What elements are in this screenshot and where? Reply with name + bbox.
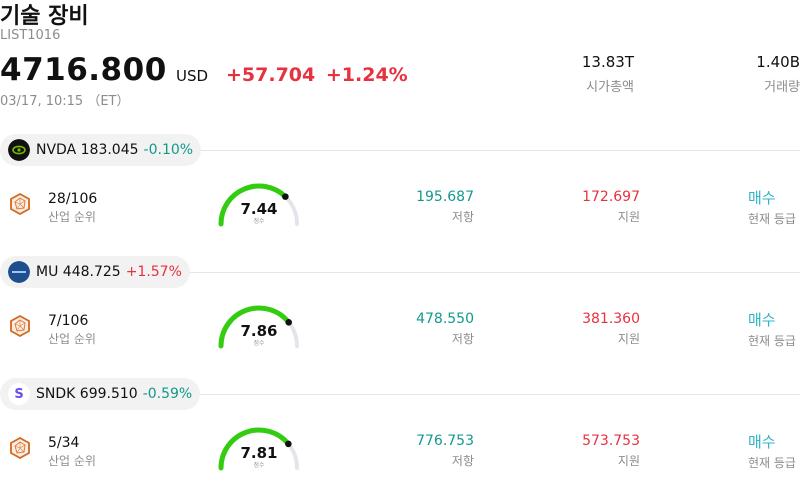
score-gauge bbox=[218, 427, 299, 471]
support-label: 지원 bbox=[617, 332, 640, 346]
change-absolute: +57.704 bbox=[226, 64, 316, 86]
stock-chip-mu[interactable]: MU 448.725 +1.57% bbox=[0, 256, 190, 288]
page-title: 기술 장비 bbox=[0, 4, 89, 29]
industry-rank-label: 산업 순위 bbox=[48, 454, 96, 468]
stock-change: -0.10% bbox=[143, 142, 194, 158]
support-label: 지원 bbox=[617, 210, 640, 224]
stock-section-nvda[interactable]: NVDA 183.045 -0.10% 28/106 산업 순위 7.44 점수… bbox=[0, 0, 800, 227]
index-change: +57.704 +1.24% bbox=[226, 64, 412, 86]
gauge-fill bbox=[218, 305, 292, 349]
stock-section-sndk[interactable]: S SNDK 699.510 -0.59% 5/34 산업 순위 7.81 점수… bbox=[0, 244, 800, 471]
change-percent: +1.24% bbox=[325, 64, 408, 86]
volume-stat: 1.40B 거래량 bbox=[700, 53, 800, 95]
stock-price: 699.510 bbox=[79, 386, 138, 402]
resistance-block: 195.687 저항 bbox=[354, 189, 474, 225]
resistance-block: 478.550 저항 bbox=[354, 311, 474, 347]
support-block: 381.360 지원 bbox=[520, 311, 640, 347]
score-gauge bbox=[218, 183, 299, 227]
support-label: 지원 bbox=[617, 454, 640, 468]
section-divider bbox=[0, 272, 800, 273]
resistance-value: 478.550 bbox=[416, 311, 474, 327]
score-gauge bbox=[218, 305, 299, 349]
nvidia-logo-icon bbox=[8, 139, 30, 161]
gauge-marker bbox=[282, 193, 289, 200]
resistance-label: 저항 bbox=[451, 332, 474, 346]
industry-rank-value: 5/34 bbox=[48, 435, 80, 451]
sandisk-logo-icon: S bbox=[8, 383, 30, 405]
stock-chip-sndk[interactable]: S SNDK 699.510 -0.59% bbox=[0, 378, 201, 410]
stock-symbol: NVDA 183.045 bbox=[36, 142, 139, 158]
gauge-marker bbox=[285, 440, 292, 448]
sandisk-logo-letter: S bbox=[14, 386, 24, 402]
score-value: 7.81 bbox=[240, 444, 278, 462]
industry-rank-icon bbox=[8, 436, 32, 460]
gauge-fill bbox=[218, 183, 288, 227]
section-divider bbox=[0, 150, 800, 151]
resistance-value: 195.687 bbox=[416, 189, 474, 205]
stock-change: -0.59% bbox=[142, 386, 193, 402]
industry-rank-value: 7/106 bbox=[48, 313, 89, 329]
industry-rank-icon bbox=[8, 314, 32, 338]
resistance-label: 저항 bbox=[451, 210, 474, 224]
gauge-marker bbox=[285, 319, 293, 326]
rating-value[interactable]: 매수 bbox=[748, 189, 776, 207]
score-caption: 점수 bbox=[253, 462, 265, 469]
stock-symbol: MU 448.725 bbox=[36, 264, 121, 280]
industry-rank-label: 산업 순위 bbox=[48, 332, 96, 346]
rating-value[interactable]: 매수 bbox=[748, 433, 776, 451]
support-value: 172.697 bbox=[582, 189, 640, 205]
support-value: 573.753 bbox=[582, 433, 640, 449]
stock-price: 183.045 bbox=[80, 142, 139, 158]
stock-chip-nvda[interactable]: NVDA 183.045 -0.10% bbox=[0, 134, 202, 166]
score-value: 7.44 bbox=[240, 200, 278, 218]
resistance-block: 776.753 저항 bbox=[354, 433, 474, 469]
index-code: LIST1016 bbox=[0, 28, 61, 43]
rating-label: 현재 등급 bbox=[748, 456, 796, 470]
support-block: 172.697 지원 bbox=[520, 189, 640, 225]
industry-rank-label: 산업 순위 bbox=[48, 210, 96, 224]
score-caption: 점수 bbox=[253, 218, 265, 225]
rating-value[interactable]: 매수 bbox=[748, 311, 776, 329]
stock-change: +1.57% bbox=[125, 264, 182, 280]
rating-label: 현재 등급 bbox=[748, 212, 796, 226]
volume-value: 1.40B bbox=[756, 53, 800, 71]
industry-rank-icon bbox=[8, 192, 32, 216]
currency-label: USD bbox=[176, 67, 209, 85]
timestamp: 03/17, 10:15 （ET） bbox=[0, 94, 130, 109]
section-divider bbox=[0, 394, 800, 395]
volume-label: 거래량 bbox=[764, 80, 800, 95]
rating-label: 현재 등급 bbox=[748, 334, 796, 348]
gauge-fill bbox=[218, 427, 291, 471]
support-block: 573.753 지원 bbox=[520, 433, 640, 469]
market-cap-value: 13.83T bbox=[581, 53, 634, 71]
resistance-label: 저항 bbox=[451, 454, 474, 468]
market-cap-label: 시가총액 bbox=[586, 80, 634, 95]
resistance-value: 776.753 bbox=[416, 433, 474, 449]
index-price: 4716.800 bbox=[0, 52, 167, 88]
stock-section-mu[interactable]: MU 448.725 +1.57% 7/106 산업 순위 7.86 점수 47… bbox=[0, 122, 800, 349]
score-value: 7.86 bbox=[240, 322, 278, 340]
stock-symbol: SNDK 699.510 bbox=[36, 386, 138, 402]
score-caption: 점수 bbox=[253, 340, 265, 347]
industry-rank-value: 28/106 bbox=[48, 191, 98, 207]
micron-logo-icon bbox=[8, 261, 30, 283]
market-cap-stat: 13.83T 시가총액 bbox=[540, 53, 634, 95]
support-value: 381.360 bbox=[582, 311, 640, 327]
stock-price: 448.725 bbox=[62, 264, 121, 280]
